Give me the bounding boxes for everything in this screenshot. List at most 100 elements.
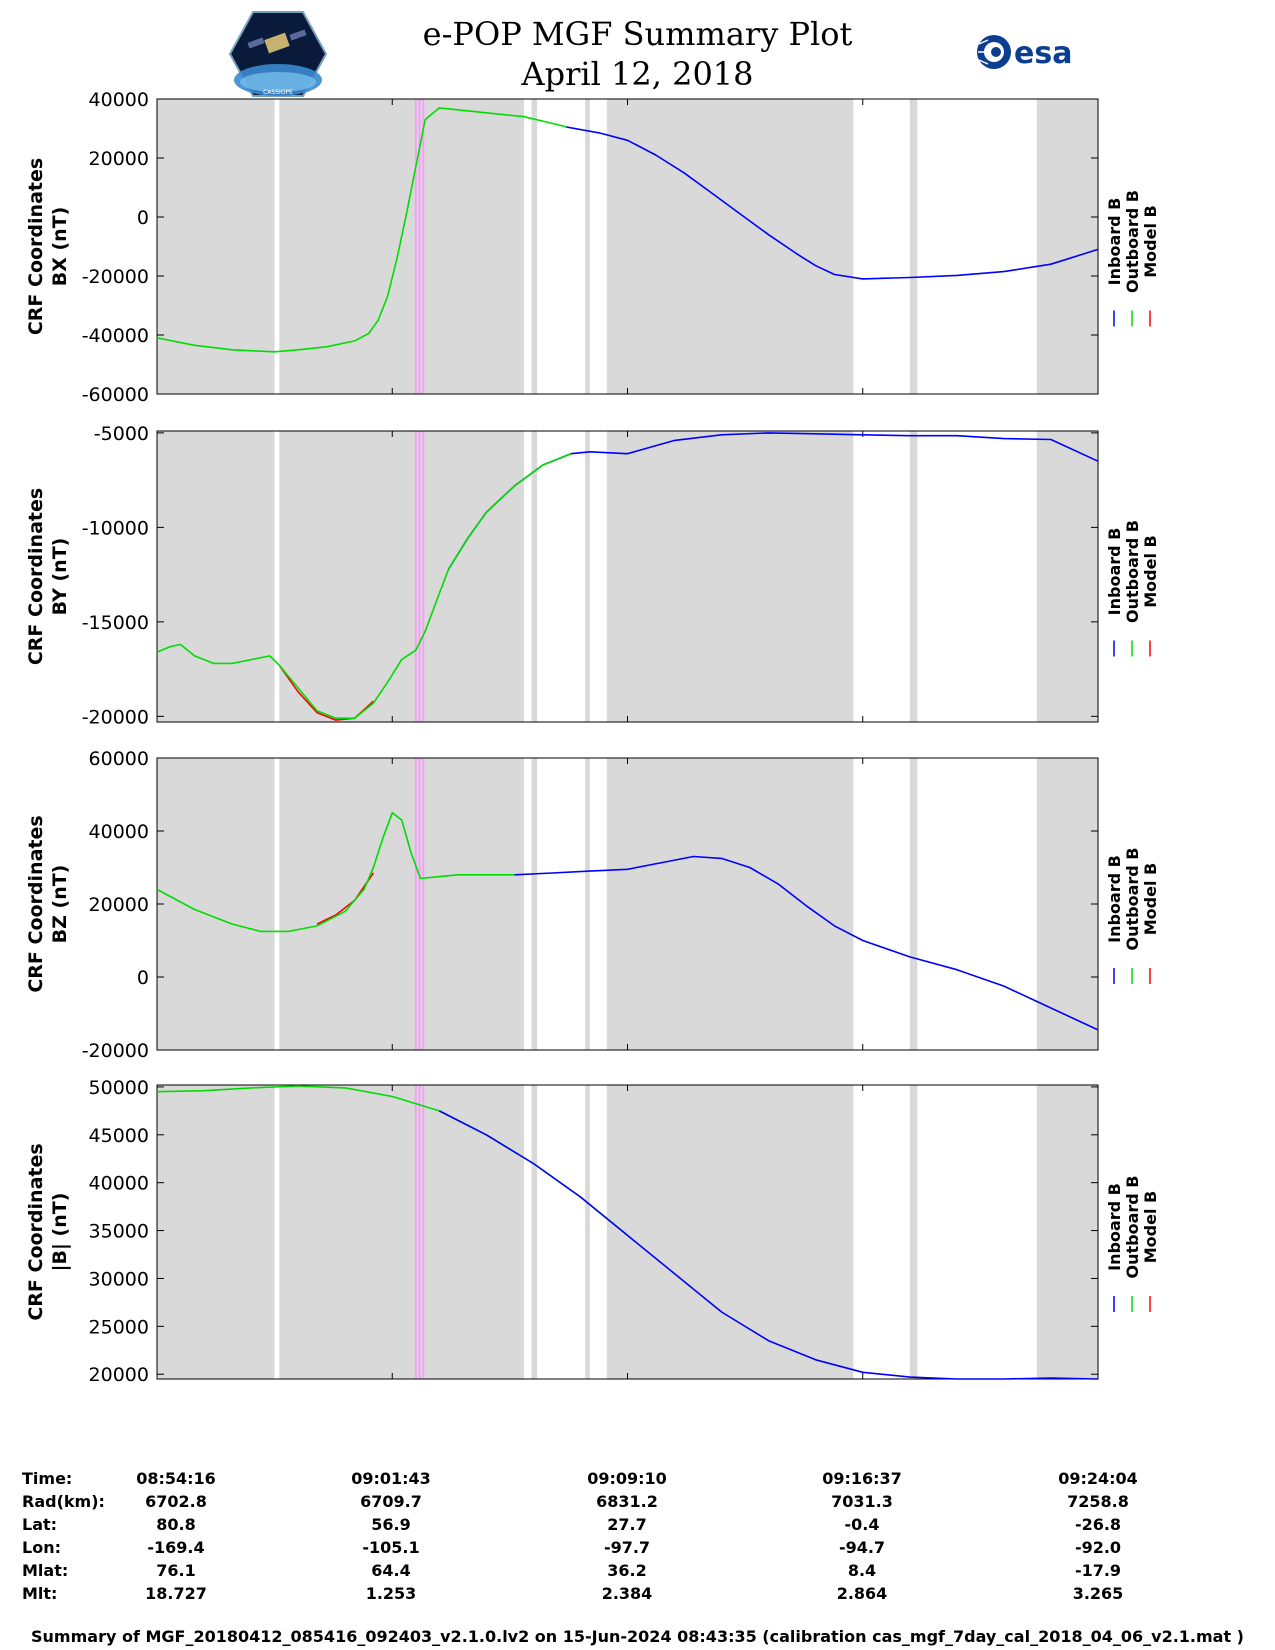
- legend-label: Model B: [1141, 535, 1160, 607]
- legend-label: Model B: [1141, 1191, 1160, 1263]
- series-line-outboard-b: [156, 568, 450, 720]
- y-tick-label: -20000: [82, 1040, 149, 1062]
- orbit-info-table: Time: Rad(km): Lat: Lon: Mlat: Mlt: 08:54:16 67…: [22, 1469, 1138, 1603]
- series-line-inboard-b: [514, 855, 1099, 1031]
- legend-label: Model B: [1141, 205, 1160, 277]
- table-cell: 2.384: [602, 1584, 653, 1603]
- series-line-inboard-b: [566, 126, 1099, 280]
- table-cell: 09:16:37: [822, 1469, 902, 1488]
- table-cell: 7258.8: [1067, 1492, 1129, 1511]
- y-axis-label: CRF Coordinates BZ (nT): [25, 815, 71, 992]
- gray-band: [909, 99, 918, 394]
- gray-band: [585, 99, 590, 394]
- y-tick-label: 20000: [89, 1364, 149, 1386]
- table-cell: -26.8: [1075, 1515, 1121, 1534]
- gray-band: [279, 99, 524, 394]
- table-cell: 36.2: [607, 1561, 646, 1580]
- gray-band: [585, 758, 590, 1050]
- y-tick-label: 30000: [89, 1268, 149, 1290]
- y-tick-label: 0: [137, 207, 149, 229]
- row-label: Lon:: [22, 1538, 61, 1557]
- gray-band: [279, 758, 524, 1050]
- gray-band: [606, 758, 854, 1050]
- table-cell: 6831.2: [596, 1492, 658, 1511]
- y-axis-label-line-1: CRF Coordinates: [25, 488, 47, 665]
- y-tick-label: -20000: [82, 266, 149, 288]
- y-axis-label-line-2: BY (nT): [49, 538, 71, 616]
- gray-band: [1036, 758, 1098, 1050]
- legend-label: Inboard B: [1105, 198, 1124, 286]
- legend-label: Outboard B: [1123, 520, 1142, 623]
- series-line-model-b: [316, 872, 375, 925]
- gray-band: [157, 758, 275, 1050]
- y-axis-label-line-1: CRF Coordinates: [25, 158, 47, 335]
- legend-label: Outboard B: [1123, 190, 1142, 293]
- esa-logo: esa: [977, 35, 1072, 71]
- gray-band: [531, 431, 538, 722]
- series-line-outboard-b: [156, 107, 567, 353]
- legend-label: Outboard B: [1123, 848, 1142, 951]
- table-cell: 80.8: [156, 1515, 195, 1534]
- legend-label: Inboard B: [1105, 528, 1124, 616]
- table-cell: 27.7: [607, 1515, 646, 1534]
- table-cell: 8.4: [848, 1561, 876, 1580]
- y-tick-label: -20000: [82, 706, 149, 728]
- y-tick-label: -15000: [82, 612, 149, 634]
- y-tick-label: 40000: [89, 89, 149, 111]
- series-line-outboard-b: [448, 452, 572, 570]
- y-tick-label: 35000: [89, 1221, 149, 1243]
- panel-1: -60000 -40000 -20000 0 20000 40000 CRF Coordin…: [25, 89, 1160, 406]
- legend-label: Outboard B: [1123, 1176, 1142, 1279]
- table-cell: 6702.8: [145, 1492, 207, 1511]
- table-cell: 18.727: [145, 1584, 207, 1603]
- table-cell: 56.9: [371, 1515, 410, 1534]
- row-label: Rad(km):: [22, 1492, 105, 1511]
- table-cell: -17.9: [1075, 1561, 1121, 1580]
- table-cell: 64.4: [371, 1561, 410, 1580]
- gray-band: [157, 431, 275, 722]
- table-cell: 09:01:43: [351, 1469, 431, 1488]
- y-tick-label: -60000: [82, 384, 149, 406]
- y-axis-label: CRF Coordinates BY (nT): [25, 488, 71, 665]
- y-tick-label: 50000: [89, 1077, 149, 1099]
- gray-band: [1036, 431, 1098, 722]
- gray-band: [1036, 99, 1098, 394]
- table-cell: -0.4: [845, 1515, 880, 1534]
- table-cell: -94.7: [839, 1538, 885, 1557]
- panel-4: 20000 25000 30000 35000 40000 45000 50000 CRF C…: [25, 1077, 1160, 1386]
- table-cell: 6709.7: [360, 1492, 422, 1511]
- gray-band: [531, 1085, 538, 1379]
- table-cell: 08:54:16: [136, 1469, 216, 1488]
- gray-band: [606, 1085, 854, 1379]
- y-tick-label: 40000: [89, 821, 149, 843]
- gray-band: [606, 99, 854, 394]
- title-date: April 12, 2018: [521, 55, 754, 93]
- y-axis-label-line-2: BX (nT): [49, 207, 71, 287]
- panel-3: -20000 0 20000 40000 60000 CRF Coordinates BZ …: [25, 748, 1160, 1062]
- table-cell: 76.1: [156, 1561, 195, 1580]
- y-tick-label: -10000: [82, 517, 149, 539]
- gray-band: [909, 431, 918, 722]
- gray-band: [909, 1085, 918, 1379]
- gray-band: [157, 1085, 275, 1379]
- series-line-inboard-b: [438, 1110, 1099, 1380]
- row-label: Time:: [22, 1469, 72, 1488]
- table-cell: -92.0: [1075, 1538, 1121, 1557]
- row-label: Lat:: [22, 1515, 57, 1534]
- y-tick-label: 0: [137, 967, 149, 989]
- y-tick-label: 40000: [89, 1173, 149, 1195]
- table-cell: 3.265: [1073, 1584, 1124, 1603]
- legend-label: Model B: [1141, 863, 1160, 935]
- gray-band: [585, 431, 590, 722]
- table-cell: 09:09:10: [587, 1469, 667, 1488]
- y-axis-label: CRF Coordinates |B| (nT): [25, 1143, 71, 1320]
- esa-wordmark: esa: [1014, 36, 1072, 71]
- mgf-summary-plots: -60000 -40000 -20000 0 20000 40000 CRF Coordin…: [25, 89, 1160, 1386]
- legend-label: Inboard B: [1105, 855, 1124, 943]
- table-cell: -169.4: [147, 1538, 204, 1557]
- cassiope-logo: CASSIOPE: [228, 11, 328, 97]
- gray-band: [279, 431, 524, 722]
- y-axis-label-line-2: BZ (nT): [49, 865, 71, 944]
- table-cell: 1.253: [366, 1584, 417, 1603]
- title-line-1: e-POP MGF Summary Plot: [422, 15, 853, 53]
